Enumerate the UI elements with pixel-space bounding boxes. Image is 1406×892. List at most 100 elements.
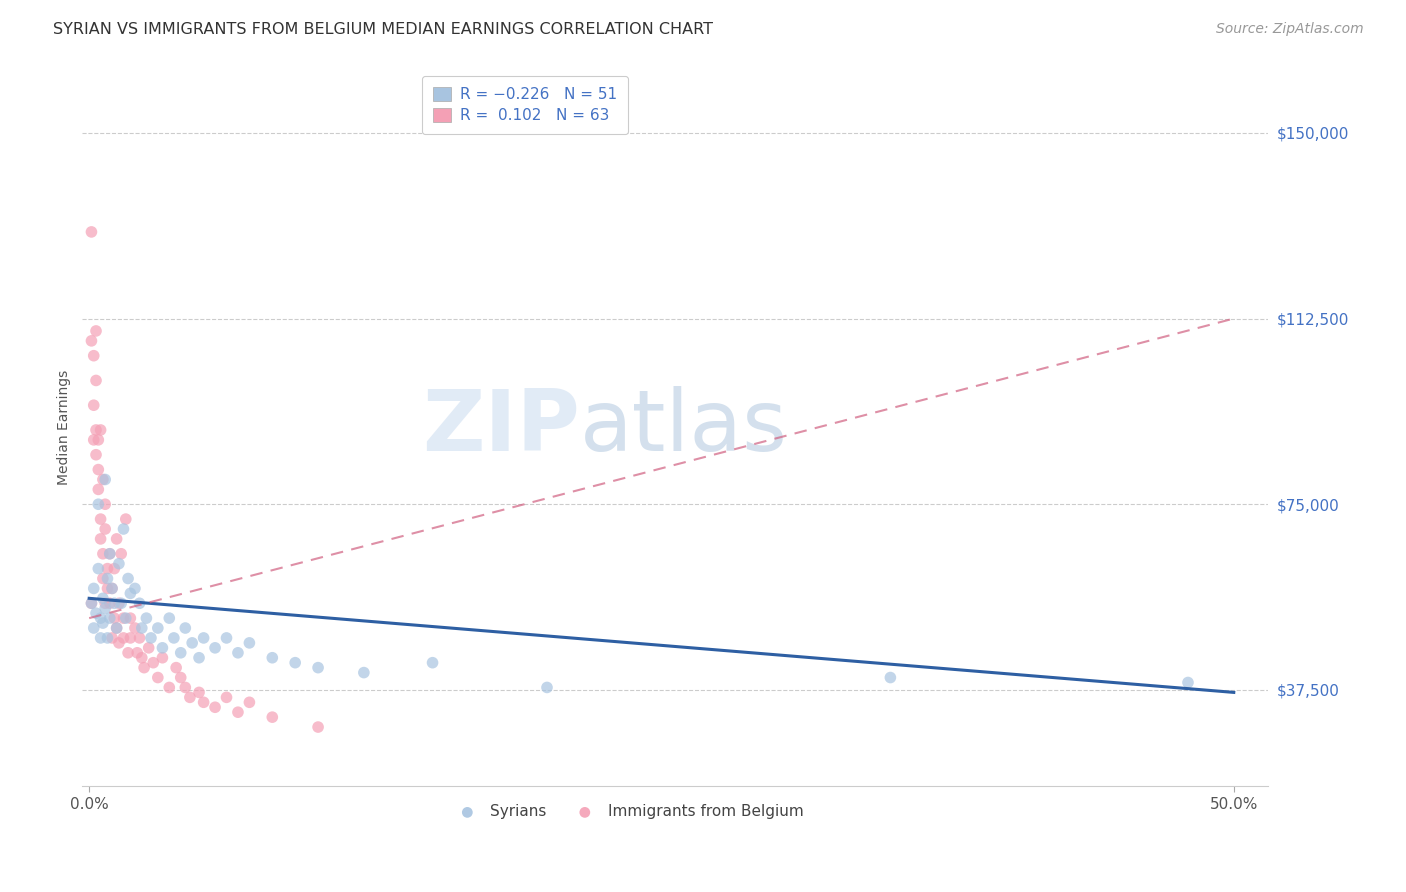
Point: [170, 671, 193, 685]
Point: [284, 656, 307, 670]
Point: [174, 681, 197, 695]
Point: [165, 660, 187, 674]
Point: [90, 512, 112, 526]
Point: [105, 532, 128, 546]
Point: [83, 433, 105, 447]
Point: [215, 690, 238, 705]
Point: [179, 690, 201, 705]
Point: [112, 522, 135, 536]
Point: [142, 656, 165, 670]
Point: [307, 660, 329, 674]
Point: [84, 324, 107, 338]
Point: [422, 656, 444, 670]
Point: [91, 572, 114, 586]
Point: [157, 611, 180, 625]
Point: [90, 532, 112, 546]
Point: [135, 611, 157, 625]
Point: [114, 611, 136, 625]
Point: [94, 522, 117, 536]
Point: [124, 582, 146, 596]
Point: [157, 681, 180, 695]
Point: [238, 636, 260, 650]
Point: [204, 640, 226, 655]
Point: [193, 631, 215, 645]
Point: [91, 616, 114, 631]
Point: [879, 671, 901, 685]
Point: [94, 596, 117, 610]
Point: [188, 650, 211, 665]
Point: [94, 601, 117, 615]
Point: [110, 596, 132, 610]
Point: [128, 596, 150, 610]
Point: [131, 650, 153, 665]
Point: [262, 650, 284, 665]
Point: [215, 631, 238, 645]
Point: [80, 596, 103, 610]
Point: [536, 681, 558, 695]
Point: [146, 621, 169, 635]
Point: [84, 606, 107, 620]
Point: [96, 561, 118, 575]
Y-axis label: Median Earnings: Median Earnings: [58, 370, 72, 485]
Text: Source: ZipAtlas.com: Source: ZipAtlas.com: [1216, 22, 1364, 37]
Point: [152, 640, 174, 655]
Point: [152, 650, 174, 665]
Point: [204, 700, 226, 714]
Point: [98, 547, 121, 561]
Point: [188, 685, 211, 699]
Point: [91, 473, 114, 487]
Point: [96, 631, 118, 645]
Point: [128, 631, 150, 645]
Point: [103, 611, 125, 625]
Point: [80, 225, 103, 239]
Point: [103, 596, 125, 610]
Point: [110, 547, 132, 561]
Point: [174, 621, 197, 635]
Point: [83, 398, 105, 412]
Point: [105, 621, 128, 635]
Point: [114, 512, 136, 526]
Point: [139, 631, 162, 645]
Point: [108, 596, 131, 610]
Legend: Syrians, Immigrants from Belgium: Syrians, Immigrants from Belgium: [446, 798, 810, 825]
Point: [181, 636, 204, 650]
Point: [112, 631, 135, 645]
Point: [117, 572, 139, 586]
Point: [90, 631, 112, 645]
Point: [120, 586, 142, 600]
Point: [90, 611, 112, 625]
Point: [132, 660, 155, 674]
Point: [84, 374, 107, 388]
Point: [226, 705, 249, 719]
Point: [98, 547, 121, 561]
Point: [105, 621, 128, 635]
Point: [87, 433, 110, 447]
Point: [98, 596, 121, 610]
Point: [101, 582, 124, 596]
Point: [146, 671, 169, 685]
Point: [163, 631, 186, 645]
Point: [117, 646, 139, 660]
Point: [80, 596, 103, 610]
Point: [103, 561, 125, 575]
Point: [238, 695, 260, 709]
Point: [91, 547, 114, 561]
Point: [112, 611, 135, 625]
Point: [353, 665, 375, 680]
Point: [87, 497, 110, 511]
Point: [80, 334, 103, 348]
Point: [87, 561, 110, 575]
Text: atlas: atlas: [581, 386, 789, 469]
Point: [87, 483, 110, 497]
Point: [262, 710, 284, 724]
Point: [193, 695, 215, 709]
Point: [108, 557, 131, 571]
Point: [1177, 675, 1199, 690]
Point: [131, 621, 153, 635]
Point: [84, 423, 107, 437]
Point: [138, 640, 160, 655]
Text: SYRIAN VS IMMIGRANTS FROM BELGIUM MEDIAN EARNINGS CORRELATION CHART: SYRIAN VS IMMIGRANTS FROM BELGIUM MEDIAN…: [53, 22, 713, 37]
Text: ZIP: ZIP: [423, 386, 581, 469]
Point: [98, 611, 121, 625]
Point: [84, 448, 107, 462]
